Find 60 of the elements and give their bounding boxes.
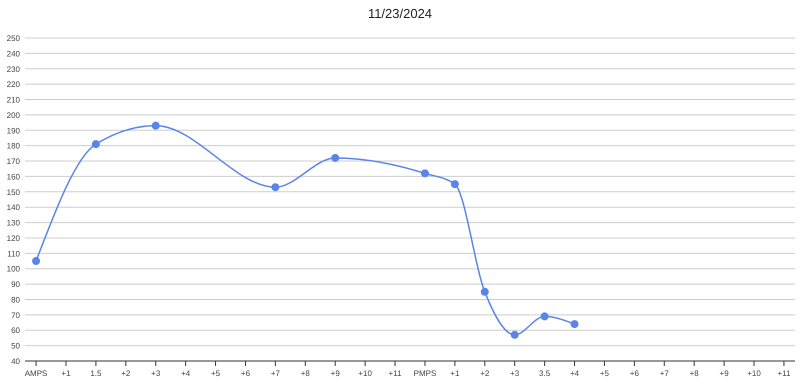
x-tick-label: +6: [240, 369, 251, 378]
y-tick-label: 180: [6, 142, 21, 151]
y-tick-label: 250: [6, 34, 21, 43]
x-tick-label: +4: [181, 369, 191, 378]
y-tick-label: 40: [11, 357, 21, 366]
x-tick-label: +2: [121, 369, 131, 378]
x-tick-label: +6: [630, 369, 640, 378]
y-tick-label: 80: [11, 295, 21, 304]
x-tick-label: +7: [660, 369, 670, 378]
point: [540, 312, 549, 320]
x-tick-label: AMPS: [24, 369, 48, 378]
point: [420, 169, 429, 178]
y-tick-label: 100: [6, 264, 21, 274]
x-tick-label: +9: [330, 369, 340, 378]
x-tick-label: +5: [600, 369, 610, 378]
y-tick-label: 170: [6, 157, 21, 166]
point: [480, 288, 489, 296]
x-tick-label: +11: [777, 369, 791, 378]
x-tick-label: +3: [510, 369, 520, 378]
x-tick-label: +8: [300, 369, 310, 378]
y-tick-label: 190: [6, 126, 21, 136]
y-tick-label: 240: [6, 49, 21, 58]
point: [32, 257, 40, 266]
x-tick-label: +3: [151, 369, 161, 378]
point: [570, 320, 579, 328]
point: [510, 330, 519, 339]
x-tick-label: +11: [388, 369, 402, 378]
x-tick-label: 3.5: [539, 369, 551, 378]
point: [92, 140, 100, 148]
y-tick-label: 60: [11, 326, 21, 336]
y-tick-label: 200: [6, 110, 21, 120]
y-tick-label: 50: [11, 342, 21, 351]
y-tick-label: 130: [6, 218, 21, 228]
x-tick-label: +9: [720, 369, 730, 378]
x-tick-label: +1: [61, 369, 72, 378]
x-tick-label: +1: [450, 369, 460, 378]
y-tick-label: 150: [6, 188, 21, 197]
y-tick-label: 230: [6, 64, 21, 74]
y-tick-label: 90: [11, 280, 21, 290]
y-tick-label: 140: [6, 203, 21, 212]
y-tick-label: 160: [6, 172, 21, 182]
chart-title: 11/23/2024: [368, 6, 432, 21]
x-tick-label: 1.5: [90, 369, 102, 378]
point: [271, 183, 280, 192]
y-tick-label: 110: [7, 249, 21, 258]
x-tick-label: +10: [358, 369, 372, 378]
x-tick-label: +7: [270, 369, 280, 378]
x-tick-label: +5: [210, 369, 221, 378]
y-tick-label: 210: [6, 96, 21, 105]
x-tick-label: +10: [747, 369, 762, 378]
y-tick-label: 120: [6, 234, 21, 243]
point: [450, 180, 459, 188]
x-tick-label: PMPS: [414, 369, 436, 378]
point: [152, 122, 160, 130]
x-tick-label: +4: [570, 369, 580, 378]
y-tick-label: 70: [11, 310, 21, 320]
x-tick-label: +8: [690, 369, 700, 378]
y-tick-label: 220: [6, 80, 21, 90]
x-tick-label: +2: [480, 369, 490, 378]
point: [331, 154, 340, 162]
